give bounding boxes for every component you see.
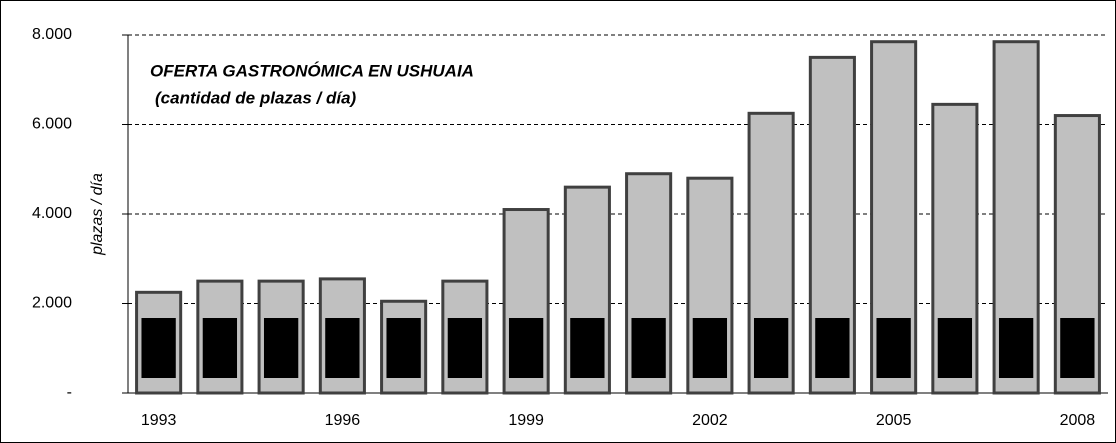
y-tick-label: 6.000 (32, 116, 72, 133)
x-tick-label: 2002 (692, 412, 728, 429)
chart-subtitle: (cantidad de plazas / día) (155, 88, 357, 107)
label-box (1060, 318, 1095, 378)
label-box (631, 318, 666, 378)
label-box (508, 318, 544, 378)
x-tick-label: 2008 (1060, 412, 1096, 429)
label-box (753, 318, 789, 378)
label-box (998, 318, 1034, 378)
x-tick-label: 1993 (141, 412, 177, 429)
y-axis-label: plazas / día (89, 173, 106, 256)
label-box (876, 318, 911, 378)
chart-title: OFERTA GASTRONÓMICA EN USHUAIA (150, 61, 474, 80)
label-box (325, 318, 360, 378)
label-box (447, 318, 483, 378)
label-box (937, 318, 973, 378)
label-box (570, 318, 605, 378)
x-tick-label: 1996 (325, 412, 361, 429)
label-box (141, 318, 176, 378)
y-tick-label: 2.000 (32, 295, 72, 312)
y-tick-label: - (67, 384, 72, 401)
label-box (692, 318, 728, 378)
x-tick-label: 2005 (876, 412, 912, 429)
label-box (815, 318, 850, 378)
y-tick-label: 8.000 (32, 26, 72, 43)
x-tick-label: 1999 (508, 412, 544, 429)
label-box (263, 318, 299, 378)
y-tick-label: 4.000 (32, 205, 72, 222)
label-box (202, 318, 238, 378)
label-box (386, 318, 421, 378)
